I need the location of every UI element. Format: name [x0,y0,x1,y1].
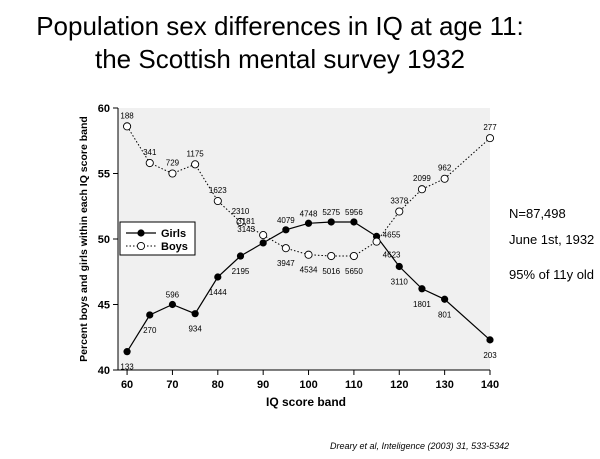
girls-data-point [486,336,494,344]
x-tick-label: 70 [166,379,178,391]
boys-data-point [168,169,177,178]
girls-data-point [214,273,222,281]
girls-data-point [441,295,449,303]
x-tick-label: 80 [212,379,224,391]
boys-count-label: 4655 [383,231,401,240]
girls-data-point [304,219,313,227]
boys-count-label: 3947 [277,259,295,268]
girls-data-point [168,300,177,309]
boys-data-point [213,196,222,206]
legend-box [119,221,196,256]
y-tick-label: 55 [98,169,110,181]
boys-data-point [191,160,200,169]
citation: Dreary et al, Inteligence (2003) 31, 533… [330,441,510,451]
x-tick-label: 90 [257,379,269,391]
title-line-1: Population sex differences in IQ at age … [36,11,524,41]
y-axis-label: Percent boys and girls within each IQ sc… [78,116,90,362]
boys-count-label: 3181 [237,217,255,226]
boys-count-label: 2099 [413,174,431,183]
girls-count-label: 4079 [277,216,295,225]
boys-series-line [126,126,491,257]
girls-count-label: 1444 [209,288,227,297]
legend-boys-marker [136,241,146,251]
girls-data-point [395,262,403,271]
girls-count-label: 5275 [322,208,340,217]
boys-data-point [259,231,268,240]
girls-count-label: 1801 [413,300,431,309]
boys-data-point [372,237,381,246]
girls-count-label: 2195 [232,267,250,276]
x-tick-label: 100 [299,379,317,391]
title-line-2: the Scottish mental survey 1932 [95,44,465,74]
boys-count-label: 1623 [209,186,227,195]
boys-count-label: 3378 [390,196,408,205]
legend: Girls Boys [119,221,196,256]
girls-data-point [146,311,154,319]
y-axis-ticks: 40 45 50 55 60 [98,103,118,377]
girls-count-label: 3110 [391,278,409,287]
girls-count-label: 203 [483,351,497,360]
girls-data-point [259,239,267,247]
girls-data-point [123,348,131,356]
girls-count-label: 270 [143,326,157,335]
x-tick-label: 60 [121,379,133,391]
y-tick-label: 45 [98,300,110,312]
x-tick-label: 130 [435,379,453,391]
boys-count-label: 2310 [232,207,250,216]
x-tick-label: 140 [481,379,499,391]
girls-count-label: 5956 [345,208,363,217]
slide-title: Population sex differences in IQ at age … [0,10,560,76]
girls-count-label: 4623 [383,250,401,259]
girls-series-line [126,221,491,353]
girls-data-point [191,310,199,318]
legend-boys-label: Boys [161,241,188,253]
girls-data-point [282,226,290,234]
boys-count-label: 4534 [300,266,318,275]
y-tick-label: 40 [98,365,110,377]
x-tick-label: 120 [390,379,408,391]
boys-data-point [485,134,495,143]
boys-data-point [395,207,404,216]
boys-count-label: 188 [120,111,134,120]
y-tick-label: 60 [98,103,110,115]
boys-count-label: 1175 [187,149,205,158]
boys-count-label: 5650 [345,267,363,276]
boys-count-label: 729 [166,159,180,168]
girls-data-point [350,218,358,226]
y-tick-label: 50 [98,234,110,246]
boys-count-label: 5016 [322,267,340,276]
boys-data-point [236,217,245,227]
girls-count-label: 3143 [237,225,255,234]
boys-data-point [123,122,132,131]
boys-data-point [349,251,358,261]
legend-girls-marker [137,229,145,237]
boys-data-point [417,185,427,194]
x-axis-label: IQ score band [266,395,346,409]
x-tick-label: 110 [345,379,363,391]
boys-count-label: 341 [143,148,157,157]
boys-data-point [440,174,449,183]
boys-count-label: 962 [438,164,452,173]
note-date: June 1st, 1932 [509,232,595,247]
boys-count-label: 277 [483,123,497,132]
note-sample-size: N=87,498 [509,206,566,221]
boys-data-point [145,158,154,168]
girls-count-label: 801 [438,310,452,319]
x-axis-ticks: 60 70 80 90 100 110 120 130 140 [121,370,499,391]
girls-count-label: 4748 [300,209,318,218]
girls-data-point [418,285,426,293]
legend-girls-label: Girls [161,228,186,240]
girls-count-label: 133 [120,363,134,372]
girls-data-point [236,252,245,260]
girls-count-label: 596 [166,291,180,300]
girls-count-label: 934 [188,325,202,334]
series-layer: 133 270 596 934 1444 2195 3143 4079 4748 5275 5956… [120,111,497,371]
note-coverage: 95% of 11y old [509,267,595,282]
boys-data-point [281,244,290,253]
girls-data-point [327,218,335,226]
boys-data-point [304,250,313,259]
boys-data-point [327,251,336,261]
